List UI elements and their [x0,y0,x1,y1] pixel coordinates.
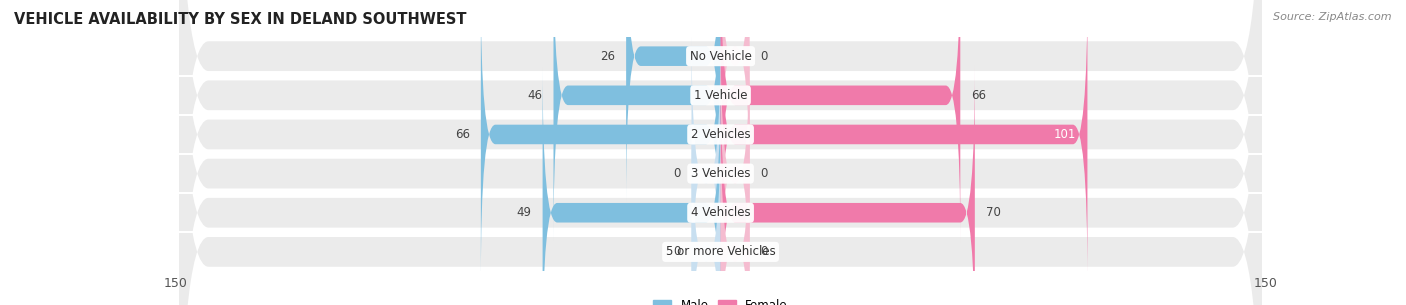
Text: 0: 0 [761,167,768,180]
FancyBboxPatch shape [721,0,960,242]
FancyBboxPatch shape [721,27,749,305]
FancyBboxPatch shape [692,27,721,305]
Text: No Vehicle: No Vehicle [689,50,752,63]
Text: 4 Vehicles: 4 Vehicles [690,206,751,219]
Text: 0: 0 [673,167,681,180]
FancyBboxPatch shape [626,0,721,203]
Text: 0: 0 [673,246,681,258]
FancyBboxPatch shape [554,0,721,242]
Legend: Male, Female: Male, Female [648,295,793,305]
Text: 1 Vehicle: 1 Vehicle [693,89,748,102]
Text: 66: 66 [972,89,986,102]
FancyBboxPatch shape [721,66,974,305]
Text: 66: 66 [456,128,470,141]
FancyBboxPatch shape [692,105,721,305]
Text: 0: 0 [761,50,768,63]
FancyBboxPatch shape [180,0,1261,305]
Text: 0: 0 [761,246,768,258]
Text: 101: 101 [1054,128,1077,141]
FancyBboxPatch shape [180,0,1261,305]
FancyBboxPatch shape [180,0,1261,305]
Text: 2 Vehicles: 2 Vehicles [690,128,751,141]
FancyBboxPatch shape [481,0,721,281]
FancyBboxPatch shape [180,0,1261,305]
Text: 26: 26 [600,50,616,63]
Text: Source: ZipAtlas.com: Source: ZipAtlas.com [1274,12,1392,22]
FancyBboxPatch shape [180,0,1261,305]
FancyBboxPatch shape [721,105,749,305]
FancyBboxPatch shape [543,66,721,305]
Text: 46: 46 [527,89,543,102]
Text: 49: 49 [516,206,531,219]
Text: 3 Vehicles: 3 Vehicles [690,167,751,180]
FancyBboxPatch shape [180,0,1261,305]
Text: 70: 70 [986,206,1001,219]
FancyBboxPatch shape [721,0,749,203]
Text: VEHICLE AVAILABILITY BY SEX IN DELAND SOUTHWEST: VEHICLE AVAILABILITY BY SEX IN DELAND SO… [14,12,467,27]
FancyBboxPatch shape [721,0,1087,281]
Text: 5 or more Vehicles: 5 or more Vehicles [665,246,776,258]
